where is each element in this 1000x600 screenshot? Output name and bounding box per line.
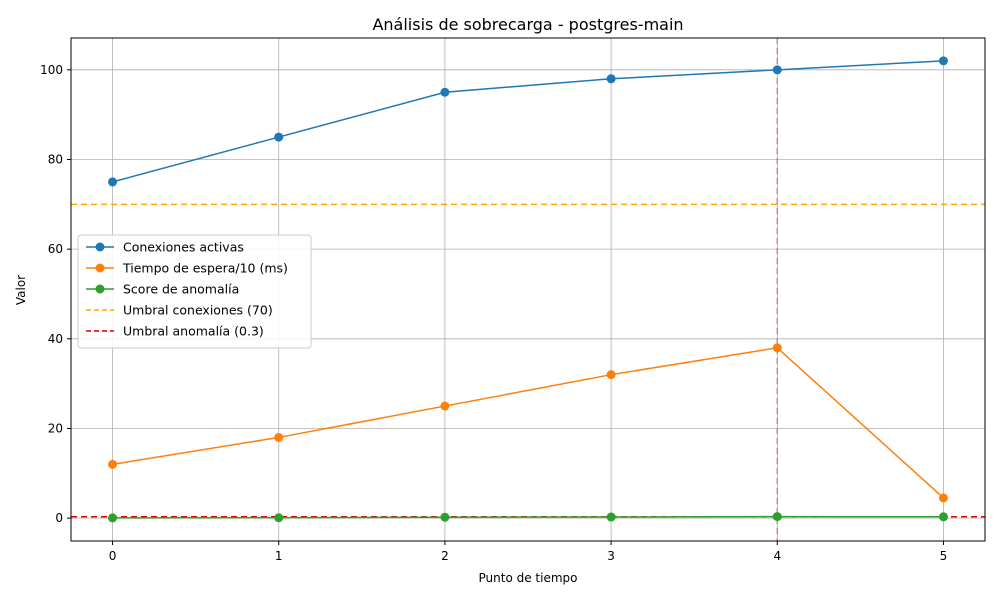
data-point: [938, 512, 948, 522]
data-point: [772, 512, 782, 522]
legend-label: Score de anomalía: [123, 282, 239, 297]
legend-marker: [95, 242, 105, 252]
legend-label: Umbral conexiones (70): [123, 303, 273, 318]
data-point: [274, 513, 284, 523]
legend-box: [77, 234, 312, 349]
x-tick-label: 3: [607, 549, 615, 563]
data-point: [938, 493, 948, 503]
data-point: [606, 74, 616, 84]
y-tick-label: 40: [48, 332, 63, 346]
legend-marker: [95, 284, 105, 294]
legend-label: Conexiones activas: [123, 240, 244, 255]
x-tick-label: 2: [441, 549, 449, 563]
x-tick-label: 4: [773, 549, 781, 563]
x-tick-label: 0: [109, 549, 117, 563]
y-tick-label: 60: [48, 242, 63, 256]
y-axis-label: Valor: [14, 275, 28, 305]
data-point: [938, 56, 948, 66]
data-point: [606, 370, 616, 380]
y-tick-label: 0: [55, 511, 63, 525]
legend-label: Tiempo de espera/10 (ms): [122, 261, 288, 276]
x-tick-label: 1: [275, 549, 283, 563]
axes-frame: [70, 37, 986, 542]
y-tick-label: 100: [40, 63, 63, 77]
data-point: [772, 65, 782, 75]
data-point: [440, 401, 450, 411]
legend: Conexiones activas Tiempo de espera/10 (m…: [77, 234, 312, 349]
data-point: [274, 432, 284, 442]
data-point: [274, 132, 284, 142]
chart-title: Análisis de sobrecarga - postgres-main: [372, 15, 683, 34]
data-point: [440, 512, 450, 522]
data-point: [606, 512, 616, 522]
data-point: [108, 177, 118, 187]
series-line-0: [112, 60, 944, 183]
data-point: [772, 343, 782, 353]
data-point: [440, 87, 450, 97]
data-point: [108, 513, 118, 523]
series-line-1: [112, 346, 944, 499]
y-tick-label: 20: [48, 421, 63, 435]
legend-label: Umbral anomalía (0.3): [123, 324, 264, 339]
legend-marker: [95, 263, 105, 273]
data-point: [108, 459, 118, 469]
x-axis-label: Punto de tiempo: [479, 571, 578, 585]
x-tick-label: 5: [940, 549, 948, 563]
y-tick-label: 80: [48, 152, 63, 166]
series-line-2: [112, 515, 944, 519]
plot-area: 0 1 2 3 4 5 0 20 40 60 80 100: [40, 37, 986, 563]
